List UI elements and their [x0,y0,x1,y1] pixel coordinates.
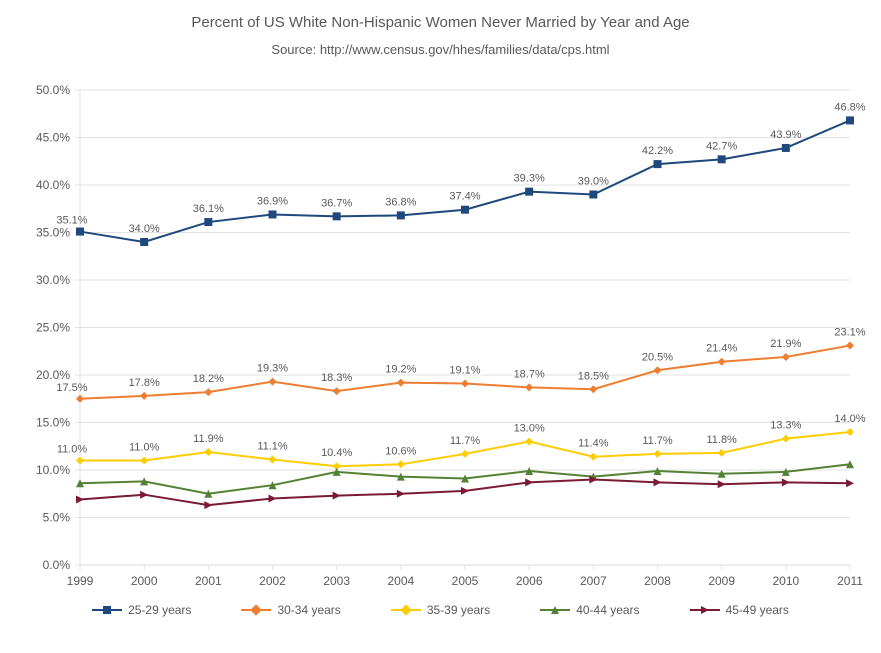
svg-text:11.7%: 11.7% [642,435,673,447]
svg-text:10.0%: 10.0% [36,463,70,477]
legend-label: 25-29 years [128,603,191,617]
svg-text:11.4%: 11.4% [578,438,609,450]
legend-item: 25-29 years [92,603,191,617]
svg-text:13.3%: 13.3% [770,420,801,432]
svg-text:11.0%: 11.0% [129,442,160,454]
svg-text:18.5%: 18.5% [578,370,609,382]
svg-text:42.7%: 42.7% [706,140,737,152]
svg-text:21.9%: 21.9% [770,338,801,350]
svg-text:40.0%: 40.0% [36,178,70,192]
legend-label: 40-44 years [576,603,639,617]
chart-legend: 25-29 years 30-34 years 35-39 years 40-44 y… [0,603,881,617]
svg-text:17.8%: 17.8% [129,377,160,389]
svg-text:36.1%: 36.1% [193,203,224,215]
svg-text:2010: 2010 [772,574,799,588]
svg-text:11.9%: 11.9% [193,433,224,445]
legend-item: 45-49 years [690,603,789,617]
svg-text:18.3%: 18.3% [321,372,352,384]
svg-text:20.0%: 20.0% [36,368,70,382]
svg-text:34.0%: 34.0% [129,223,160,235]
svg-text:46.8%: 46.8% [834,101,865,113]
legend-swatch [391,609,421,611]
svg-text:1999: 1999 [67,574,94,588]
svg-text:39.0%: 39.0% [578,176,609,188]
legend-item: 40-44 years [540,603,639,617]
legend-label: 35-39 years [427,603,490,617]
legend-swatch [241,609,271,611]
svg-text:36.8%: 36.8% [385,196,416,208]
svg-text:2004: 2004 [387,574,414,588]
svg-text:15.0%: 15.0% [36,416,70,430]
legend-swatch [540,609,570,611]
svg-text:39.3%: 39.3% [514,173,545,185]
svg-text:2001: 2001 [195,574,222,588]
svg-text:19.2%: 19.2% [385,364,416,376]
svg-text:2008: 2008 [644,574,671,588]
svg-text:21.4%: 21.4% [706,343,737,355]
svg-text:45.0%: 45.0% [36,131,70,145]
svg-text:18.2%: 18.2% [193,373,224,385]
svg-text:13.0%: 13.0% [514,423,545,435]
svg-text:11.8%: 11.8% [706,434,737,446]
legend-swatch [690,609,720,611]
svg-text:2009: 2009 [708,574,735,588]
svg-text:35.0%: 35.0% [36,226,70,240]
svg-text:19.1%: 19.1% [449,365,480,377]
svg-text:5.0%: 5.0% [43,511,71,525]
legend-swatch [92,609,122,611]
svg-text:2006: 2006 [516,574,543,588]
svg-text:19.3%: 19.3% [257,363,288,375]
svg-text:42.2%: 42.2% [642,145,673,157]
svg-text:11.0%: 11.0% [57,444,88,456]
series-line [80,120,850,242]
svg-text:2002: 2002 [259,574,286,588]
svg-text:17.5%: 17.5% [56,382,87,394]
legend-item: 30-34 years [241,603,340,617]
svg-text:0.0%: 0.0% [43,558,71,572]
legend-label: 45-49 years [726,603,789,617]
svg-text:2011: 2011 [837,574,863,588]
svg-text:36.9%: 36.9% [257,195,288,207]
svg-text:37.4%: 37.4% [449,191,480,203]
svg-text:43.9%: 43.9% [770,129,801,141]
svg-text:2000: 2000 [131,574,158,588]
svg-text:18.7%: 18.7% [514,368,545,380]
svg-text:10.6%: 10.6% [385,445,416,457]
legend-item: 35-39 years [391,603,490,617]
svg-text:25.0%: 25.0% [36,321,70,335]
svg-text:11.1%: 11.1% [257,441,288,453]
svg-text:50.0%: 50.0% [36,83,70,97]
svg-text:20.5%: 20.5% [642,351,673,363]
svg-text:2005: 2005 [452,574,479,588]
svg-text:2003: 2003 [323,574,350,588]
legend-label: 30-34 years [277,603,340,617]
svg-text:2007: 2007 [580,574,607,588]
chart-plot: 0.0% 5.0% 10.0% 15.0% 20.0% 25.0% 30.0% 35.0% 40… [0,0,881,653]
svg-text:11.7%: 11.7% [450,435,481,447]
svg-text:14.0%: 14.0% [834,413,865,425]
svg-text:36.7%: 36.7% [321,197,352,209]
svg-text:23.1%: 23.1% [834,327,865,339]
svg-text:30.0%: 30.0% [36,273,70,287]
chart-container: Percent of US White Non-Hispanic Women N… [0,0,881,653]
svg-text:35.1%: 35.1% [56,215,87,227]
svg-text:10.4%: 10.4% [321,447,352,459]
